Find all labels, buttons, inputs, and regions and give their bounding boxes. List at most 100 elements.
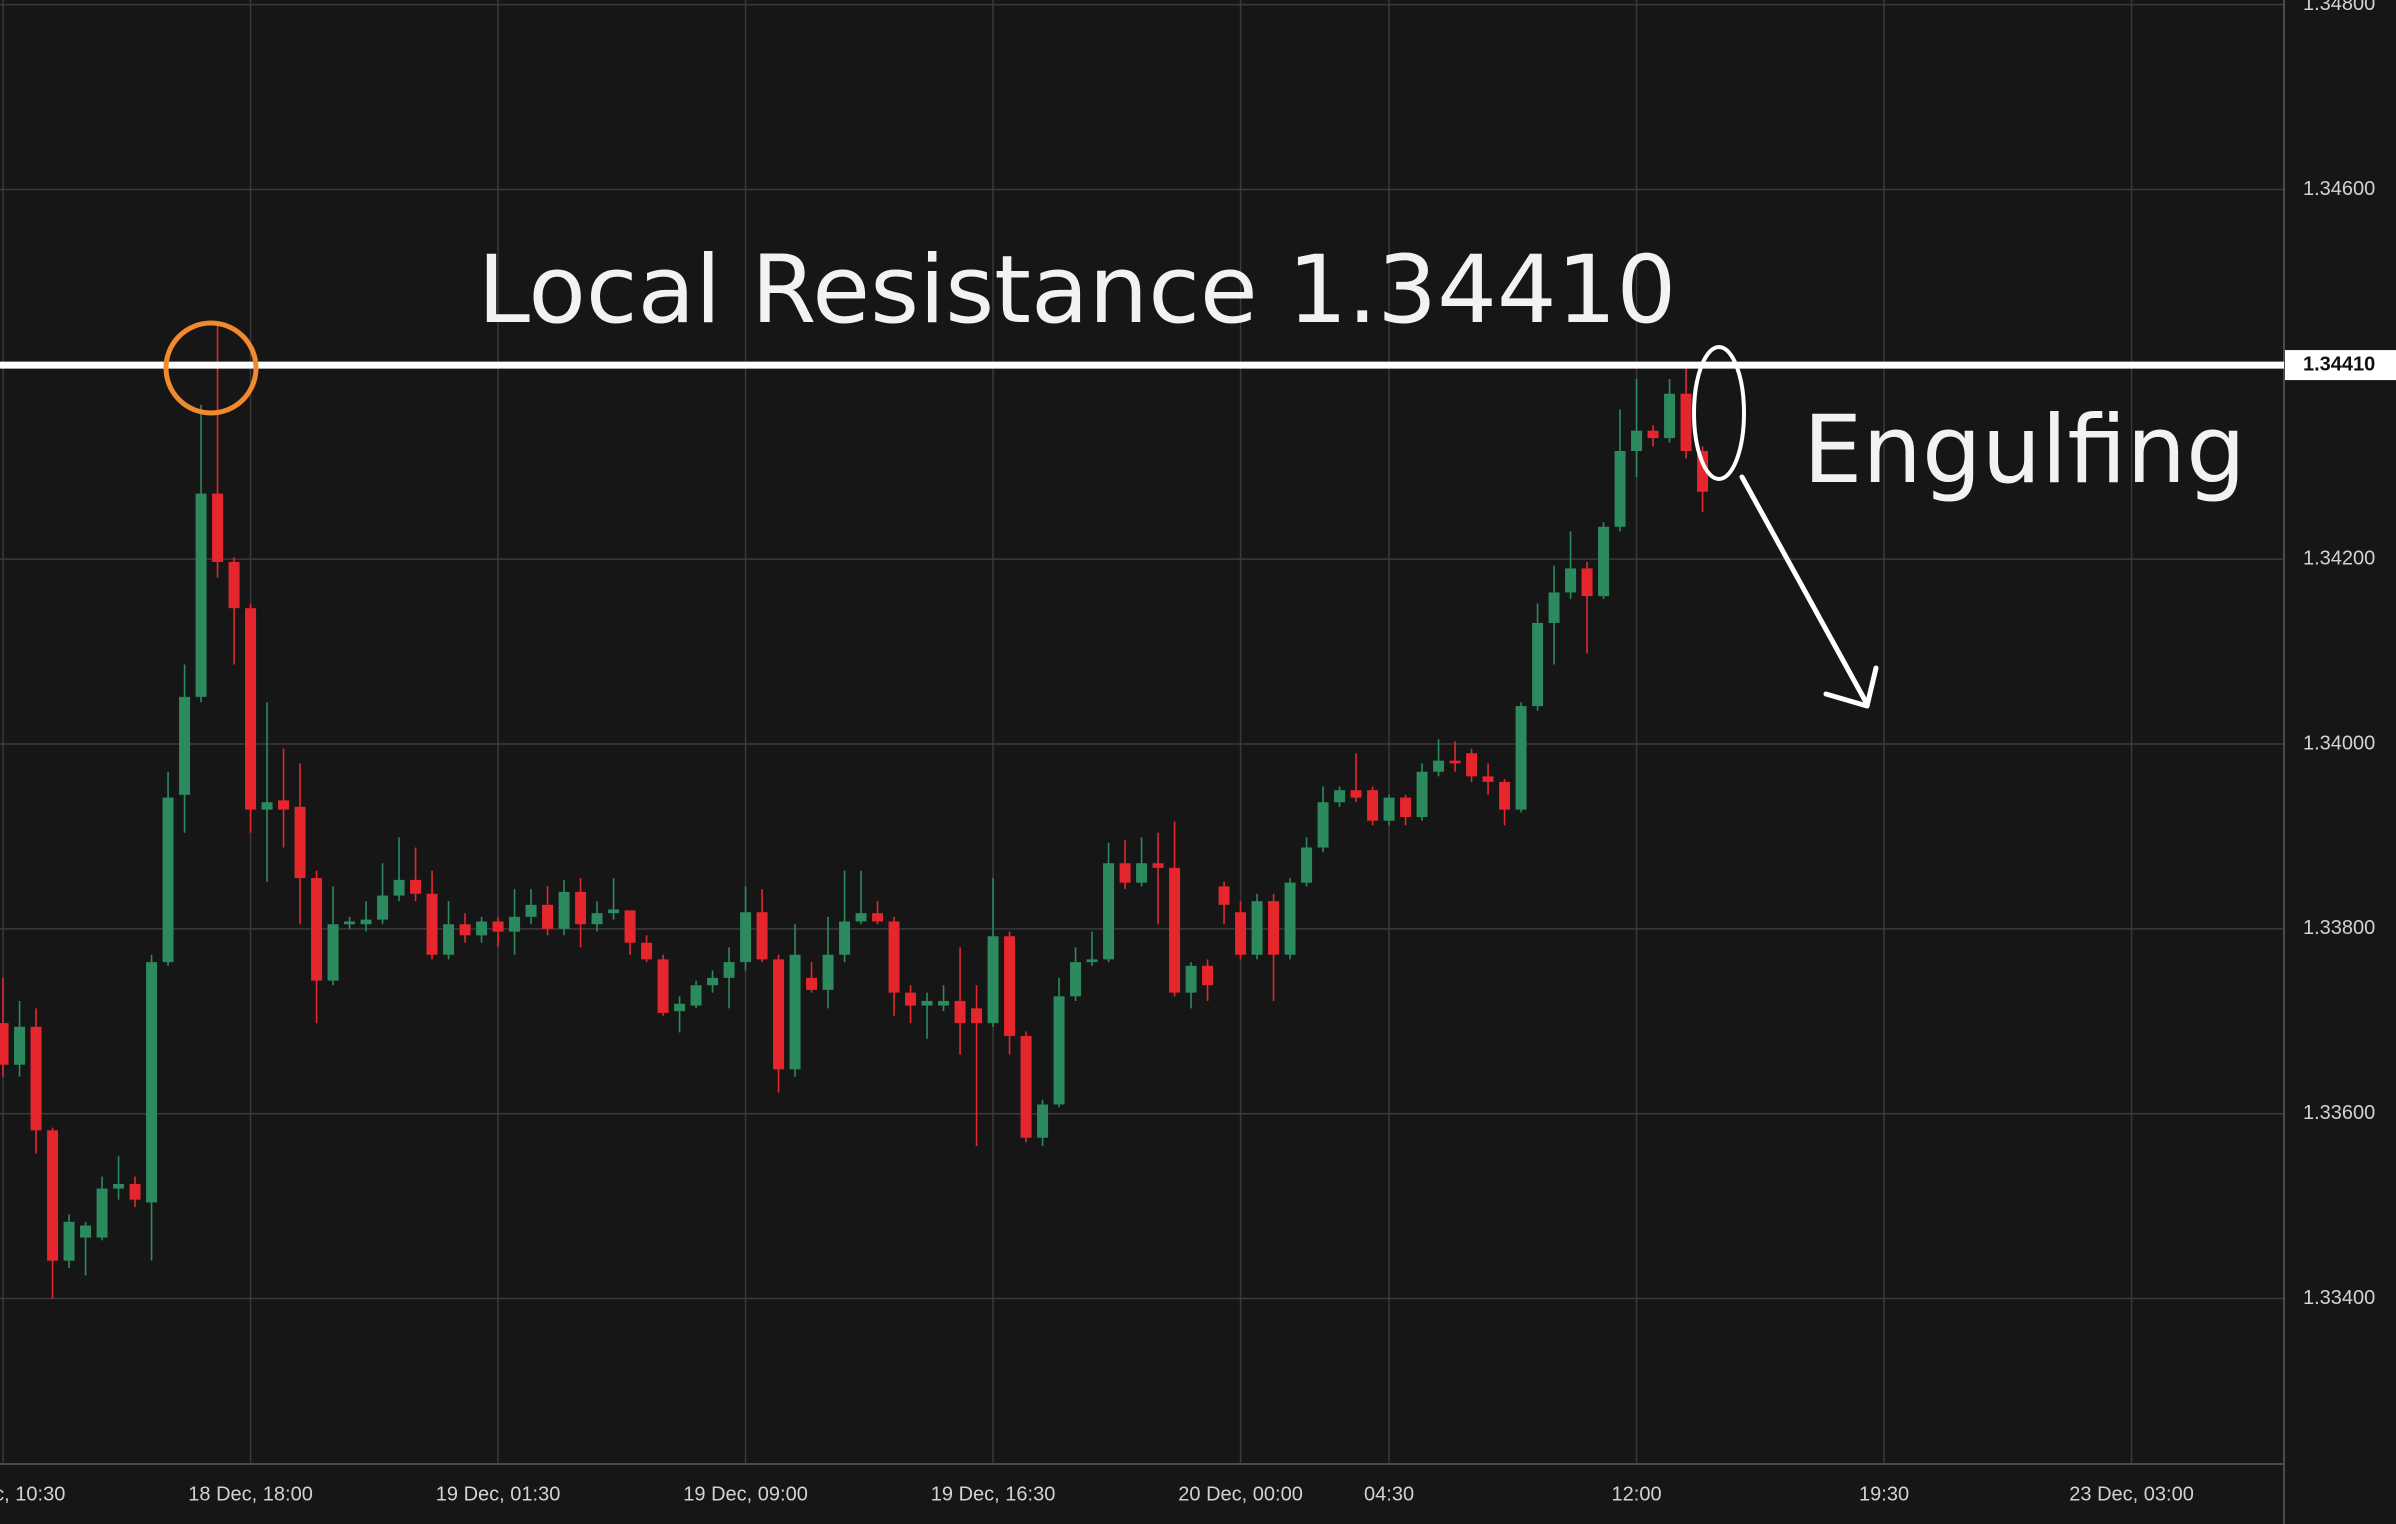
candle-body: [1284, 882, 1296, 955]
candle-body: [938, 1000, 950, 1006]
candle-body: [476, 921, 488, 936]
candle-body: [1515, 706, 1527, 810]
candle-body: [641, 942, 653, 960]
annotation-title: Local Resistance 1.34410: [478, 236, 1677, 345]
candle-body: [575, 891, 587, 925]
candle-body: [1697, 451, 1709, 492]
candle-body: [558, 891, 570, 929]
y-tick-label: 1.34200: [2303, 547, 2375, 569]
candle-body: [723, 962, 735, 978]
y-tick-label: 1.33800: [2303, 917, 2375, 939]
candle-body: [459, 924, 471, 936]
x-tick-label: 19:30: [1859, 1483, 1909, 1505]
candle-body: [1268, 901, 1280, 955]
candle-body: [822, 954, 834, 990]
candle-body: [80, 1225, 92, 1238]
candle-body: [47, 1130, 59, 1261]
candle-body: [0, 1023, 9, 1065]
candle-body: [1631, 430, 1643, 452]
candle-body: [1499, 781, 1511, 810]
candle-body: [294, 806, 306, 879]
x-tick-label: 12:00: [1612, 1483, 1662, 1505]
candle-body: [624, 910, 636, 943]
y-tick-label: 1.33600: [2303, 1102, 2375, 1124]
overlays: 1.34410: [0, 350, 2396, 381]
candle-body: [674, 1003, 686, 1012]
candles: [0, 325, 1709, 1299]
candle-body: [1251, 901, 1263, 955]
candle-body: [311, 878, 323, 981]
candle-body: [443, 924, 455, 955]
candle-body: [987, 936, 999, 1024]
candle-body: [954, 1000, 966, 1024]
candle-body: [129, 1183, 141, 1200]
candle-body: [1086, 959, 1098, 963]
candle-body: [1037, 1104, 1049, 1138]
candle-body: [228, 561, 240, 609]
candle-body: [113, 1183, 125, 1189]
candle-body: [1400, 797, 1412, 818]
candle-body: [888, 921, 900, 993]
candle-body: [63, 1221, 75, 1261]
candle-body: [608, 909, 620, 914]
candle-body: [1565, 568, 1577, 593]
candle-body: [492, 921, 504, 932]
candle-body: [1020, 1036, 1032, 1138]
x-tick-label: 19 Dec, 09:00: [683, 1483, 808, 1505]
candle-body: [1169, 867, 1181, 993]
candle-body: [1548, 592, 1560, 623]
candle-body: [525, 904, 537, 917]
x-tick-label: 20 Dec, 00:00: [1178, 1483, 1303, 1505]
candle-body: [789, 954, 801, 1070]
candle-body: [360, 919, 372, 925]
candle-body: [96, 1188, 108, 1238]
candle-body: [591, 913, 603, 925]
candle-body: [212, 493, 224, 562]
candle-body: [1581, 568, 1593, 597]
candle-body: [1532, 622, 1544, 707]
y-tick-label: 1.34800: [2303, 0, 2375, 15]
candle-body: [971, 1008, 983, 1024]
resistance-label: 1.34410: [2303, 353, 2375, 375]
candle-body: [14, 1026, 26, 1065]
candle-body: [344, 921, 356, 925]
candle-body: [921, 1000, 933, 1006]
candle-body: [707, 977, 719, 986]
candle-body: [1680, 393, 1692, 452]
candle-body: [1301, 847, 1313, 883]
candle-body: [905, 992, 917, 1006]
candle-body: [1416, 771, 1428, 818]
candle-body: [426, 893, 438, 955]
x-tick-label: 18 Dec, 10:30: [0, 1483, 65, 1505]
candle-body: [146, 962, 158, 1203]
candle-body: [872, 913, 884, 922]
x-tick-label: 19 Dec, 16:30: [931, 1483, 1056, 1505]
candle-body: [261, 802, 273, 810]
candle-body: [162, 797, 174, 963]
candle-body: [327, 924, 339, 981]
candle-body: [410, 879, 422, 894]
candle-body: [1466, 753, 1478, 777]
candle-body: [1647, 430, 1659, 439]
candle-body: [756, 912, 768, 960]
candle-body: [1367, 790, 1379, 821]
candle-body: [1004, 936, 1016, 1037]
candle-body: [1235, 912, 1247, 955]
candle-body: [806, 977, 818, 990]
candle-body: [179, 696, 191, 795]
highlight-ellipse: [1692, 345, 1746, 481]
candle-body: [393, 879, 405, 896]
candle-body: [1185, 965, 1197, 993]
candle-body: [542, 904, 554, 929]
candle-body: [1136, 863, 1148, 883]
resistance-label-box: [2285, 350, 2396, 381]
candle-body: [1152, 863, 1164, 868]
candle-body: [1350, 790, 1362, 798]
grid: [0, 0, 2284, 1464]
candle-body: [1070, 962, 1082, 997]
candle-body: [1317, 802, 1329, 848]
arrow: [1739, 474, 1879, 709]
highlight-circle: [163, 320, 259, 416]
candle-body: [773, 959, 785, 1070]
